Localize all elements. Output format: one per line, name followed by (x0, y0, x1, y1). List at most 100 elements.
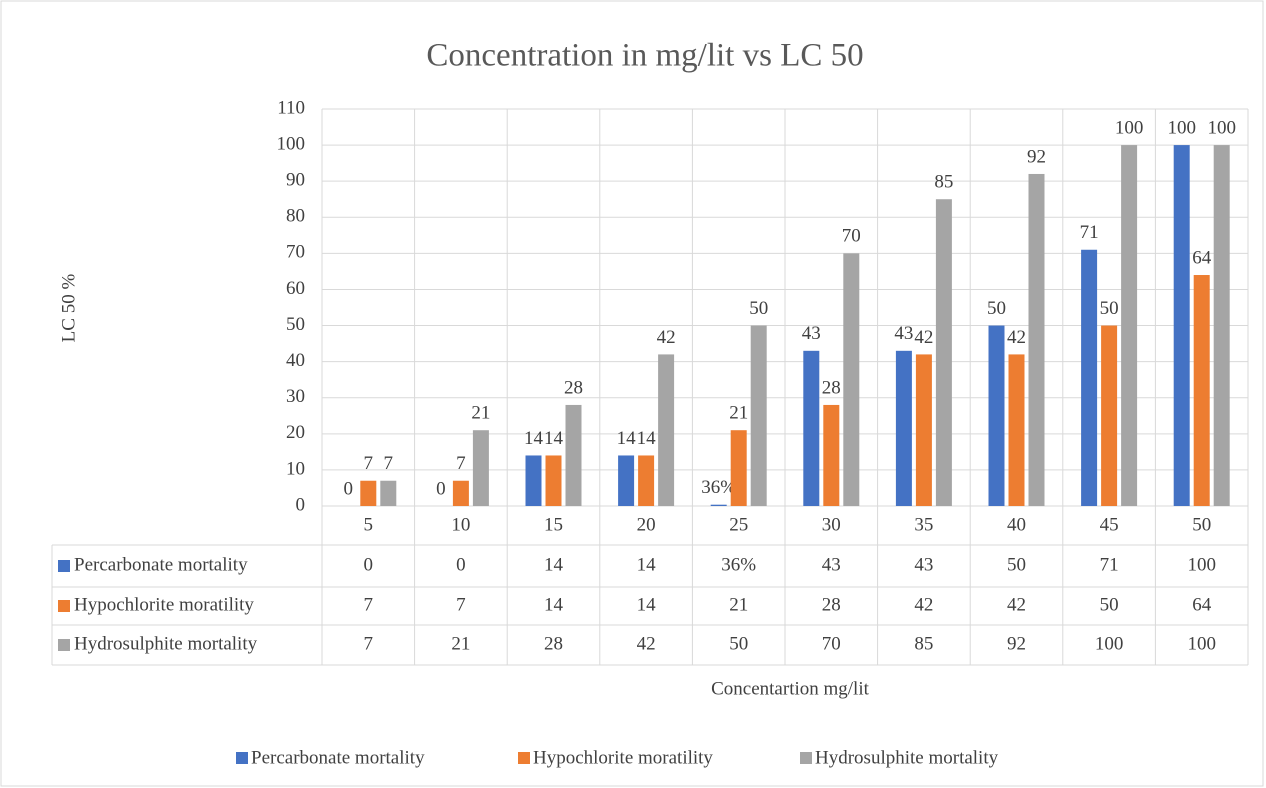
bar (452, 480, 469, 506)
table-cell: 43 (914, 554, 933, 575)
legend-key (236, 752, 248, 764)
y-tick-label: 30 (286, 386, 305, 407)
x-tick-label: 50 (1192, 514, 1211, 535)
table-cell: 36% (721, 554, 756, 575)
data-label: 70 (842, 226, 861, 247)
data-label: 100 (1115, 117, 1144, 138)
bar (1008, 354, 1025, 506)
bar (1193, 275, 1210, 506)
table-cell: 42 (914, 594, 933, 615)
table-cell: 14 (544, 554, 564, 575)
bar (1121, 145, 1138, 506)
table-cell: 43 (822, 554, 841, 575)
bar (803, 350, 820, 506)
table-cell: 21 (451, 633, 470, 654)
bar (565, 404, 582, 506)
table-cell: 28 (822, 594, 841, 615)
table-cell: 7 (456, 594, 466, 615)
table-cell: 70 (822, 633, 841, 654)
y-tick-label: 90 (286, 170, 305, 191)
table-cell: 21 (729, 594, 748, 615)
bar (730, 430, 747, 506)
y-tick-label: 110 (277, 97, 305, 118)
legend-label: Hydrosulphite mortality (815, 747, 999, 768)
bar (472, 430, 489, 506)
bar (638, 455, 655, 506)
data-label: 0 (436, 478, 446, 499)
y-tick-label: 60 (286, 278, 305, 299)
bar (935, 199, 952, 506)
legend-label: Percarbonate mortality (251, 747, 425, 768)
table-cell: 100 (1095, 633, 1124, 654)
bar (360, 480, 377, 506)
data-label: 71 (1080, 222, 1099, 243)
data-label: 43 (894, 323, 913, 344)
bar (915, 354, 932, 506)
bar (545, 455, 562, 506)
x-tick-label: 15 (544, 514, 563, 535)
table-cell: 7 (364, 633, 374, 654)
table-legend-key (58, 600, 70, 612)
data-label: 92 (1027, 146, 1046, 167)
table-cell: 50 (1007, 554, 1026, 575)
x-tick-label: 35 (914, 514, 933, 535)
data-label: 42 (1007, 327, 1026, 348)
data-label: 50 (1100, 298, 1119, 319)
data-label: 7 (364, 453, 374, 474)
data-label: 85 (934, 172, 953, 193)
table-cell: 14 (637, 554, 657, 575)
data-label: 43 (802, 323, 821, 344)
table-row-label: Hypochlorite moratility (74, 594, 254, 615)
x-tick-label: 5 (364, 514, 374, 535)
data-label: 42 (657, 327, 676, 348)
x-axis-title: Concentartion mg/lit (711, 678, 870, 699)
table-cell: 14 (637, 594, 657, 615)
data-label: 36% (701, 477, 736, 498)
x-tick-label: 20 (637, 514, 656, 535)
data-label: 100 (1207, 117, 1236, 138)
data-label: 50 (749, 298, 768, 319)
data-label: 100 (1167, 117, 1196, 138)
table-cell: 28 (544, 633, 563, 654)
data-label: 50 (987, 298, 1006, 319)
bar (618, 455, 635, 506)
chart-title: Concentration in mg/lit vs LC 50 (426, 38, 863, 74)
bar (750, 325, 767, 506)
table-legend-key (58, 639, 70, 651)
table-cell: 50 (729, 633, 748, 654)
data-label: 14 (617, 428, 637, 449)
x-tick-label: 25 (729, 514, 748, 535)
bar (525, 455, 542, 506)
x-tick-label: 10 (451, 514, 470, 535)
table-cell: 100 (1187, 633, 1216, 654)
data-label: 64 (1192, 247, 1212, 268)
y-tick-label: 80 (286, 206, 305, 227)
data-label: 0 (344, 478, 354, 499)
bar (1101, 325, 1118, 506)
x-tick-label: 45 (1100, 514, 1119, 535)
bar (988, 325, 1005, 506)
y-tick-label: 40 (286, 350, 305, 371)
data-label: 14 (637, 428, 657, 449)
y-tick-label: 100 (277, 133, 306, 154)
bar (710, 504, 727, 506)
data-label: 21 (729, 403, 748, 424)
table-legend-key (58, 560, 70, 572)
table-cell: 100 (1187, 554, 1216, 575)
table-cell: 7 (364, 594, 374, 615)
y-axis-title: LC 50 % (58, 274, 79, 343)
y-tick-label: 50 (286, 314, 305, 335)
data-label: 42 (914, 327, 933, 348)
table-cell: 42 (1007, 594, 1026, 615)
data-label: 28 (822, 377, 841, 398)
data-label: 28 (564, 377, 583, 398)
legend-label: Hypochlorite moratility (533, 747, 713, 768)
table-row-label: Percarbonate mortality (74, 554, 248, 575)
table-cell: 71 (1100, 554, 1119, 575)
y-tick-label: 70 (286, 242, 305, 263)
table-cell: 0 (364, 554, 374, 575)
data-label: 7 (456, 453, 466, 474)
